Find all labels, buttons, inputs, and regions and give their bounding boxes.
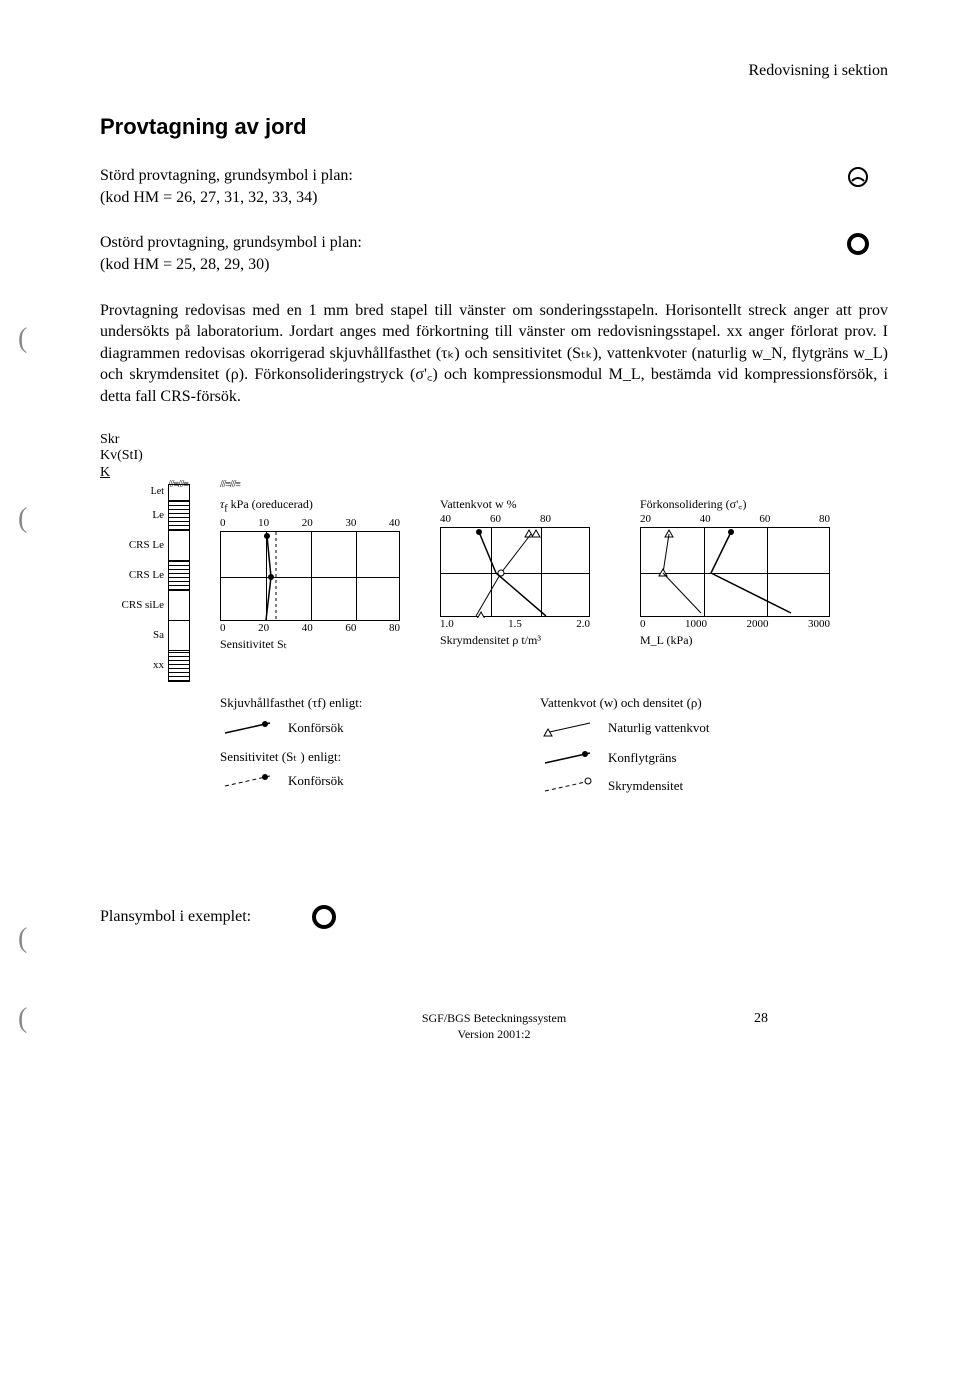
binding-mark: ( (18, 320, 27, 358)
page-number: 28 (754, 1010, 768, 1029)
soil-label: Le (100, 500, 164, 530)
running-header: Redovisning i sektion (100, 60, 888, 82)
soil-column (168, 484, 190, 682)
chart-tau-title: τf kPa (oreducerad) (220, 496, 400, 516)
tau-bot-ticks: 0 20 40 60 80 (220, 621, 400, 636)
ostord-symbol (828, 232, 888, 256)
chart-precon: Förkonsolidering (σ'꜀) 20 40 60 80 (640, 496, 830, 648)
tau-bot-label: Sensitivitet Sₜ (220, 636, 400, 652)
soil-label: Let (100, 484, 164, 500)
page-title: Provtagning av jord (100, 112, 888, 142)
precon-bot-ticks: 0 1000 2000 3000 (640, 617, 830, 632)
stack-l2: Kv(StI) (100, 448, 888, 465)
chart-water-title: Vattenkvot w % (440, 496, 590, 512)
ostord-line2: (kod HM = 25, 28, 29, 30) (100, 254, 828, 276)
soil-label: Sa (100, 620, 164, 650)
binding-mark: ( (18, 1000, 27, 1038)
legend-konforsok2: Konförsök (288, 772, 344, 790)
binding-mark: ( (18, 500, 27, 538)
stord-symbol (828, 165, 888, 189)
ostord-line1: Ostörd provtagning, grundsymbol i plan: (100, 232, 828, 254)
legend-h2: Sensitivitet (Sₜ ) enligt: (220, 748, 500, 766)
soil-label: xx (100, 650, 164, 680)
legend: Skjuvhållfasthet (τf) enligt: Konförsök … (220, 694, 860, 804)
stord-line2: (kod HM = 26, 27, 31, 32, 33, 34) (100, 187, 828, 209)
precon-top-ticks: 20 40 60 80 (640, 512, 830, 527)
footer-src: SGF/BGS Beteckningssystem (100, 1010, 888, 1026)
legend-skrymdensitet: Skrymdensitet (608, 777, 683, 795)
tau-top-ticks: 0 10 20 30 40 (220, 516, 400, 531)
soil-label: CRS Le (100, 560, 164, 590)
chart-tau: τf kPa (oreducerad) 0 10 20 30 40 0 20 (220, 496, 400, 652)
description-paragraph: Provtagning redovisas med en 1 mm bred s… (100, 300, 888, 408)
soil-labels: Let Le CRS Le CRS Le CRS siLe Sa xx (100, 484, 168, 680)
legend-h1: Skjuvhållfasthet (τf) enligt: (220, 694, 500, 712)
stack-l1: Skr (100, 432, 888, 449)
stord-line1: Störd provtagning, grundsymbol i plan: (100, 165, 828, 187)
legend-h1b: Vattenkvot (w) och densitet (ρ) (540, 694, 820, 712)
legend-konforsok: Konförsök (288, 719, 344, 737)
chart-precon-title: Förkonsolidering (σ'꜀) (640, 496, 830, 512)
water-bot-ticks: 1.0 1.5 2.0 (440, 617, 590, 632)
chart-water: Vattenkvot w % 40 60 80 (440, 496, 590, 648)
soil-label: CRS siLe (100, 590, 164, 620)
diagram-area: ///≡///≡ ///≡///≡ Let Le CRS Le CRS Le C… (100, 484, 880, 844)
soil-label: CRS Le (100, 530, 164, 560)
plansymbol-row: Plansymbol i exemplet: (100, 904, 888, 930)
stack-labels: Skr Kv(StI) K (100, 432, 888, 482)
legend-naturlig: Naturlig vattenkvot (608, 719, 709, 737)
footer-ver: Version 2001:2 (100, 1026, 888, 1042)
legend-konflytgrans: Konflytgräns (608, 749, 677, 767)
water-top-ticks: 40 60 80 (440, 512, 590, 527)
plansymbol-icon (311, 904, 337, 930)
water-bot-label: Skrymdensitet ρ t/m³ (440, 632, 590, 648)
hatch-top2: ///≡///≡ (220, 478, 240, 492)
precon-bot-label: M_L (kPa) (640, 632, 830, 648)
page-footer: SGF/BGS Beteckningssystem Version 2001:2… (100, 1010, 888, 1042)
plansymbol-label: Plansymbol i exemplet: (100, 906, 251, 928)
stack-l3: K (100, 465, 160, 482)
binding-mark: ( (18, 920, 27, 958)
